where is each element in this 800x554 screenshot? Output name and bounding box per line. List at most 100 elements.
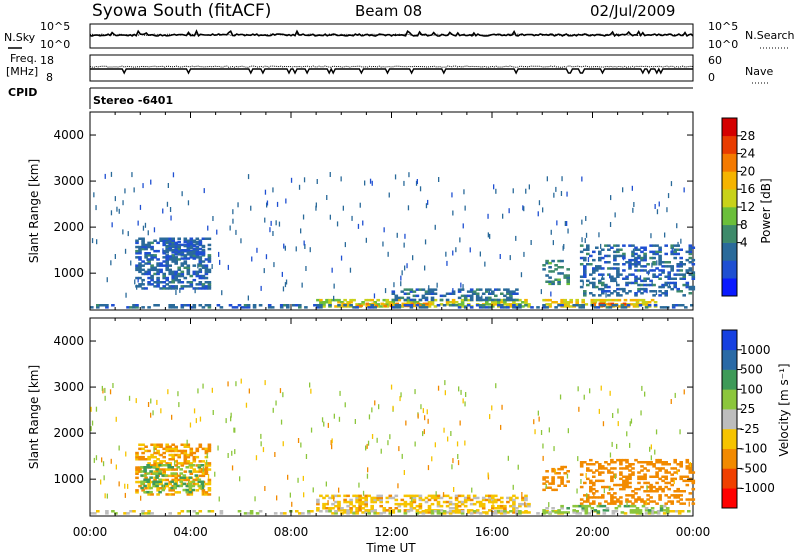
velocity-cell [337, 507, 341, 510]
power-cell [602, 298, 607, 302]
velocity-cell [333, 496, 335, 502]
velocity-cell [436, 504, 441, 508]
power-cell [389, 302, 394, 306]
power-cell [204, 268, 209, 272]
power-cell [138, 247, 142, 251]
power-cell [583, 273, 587, 276]
power-cell [168, 304, 172, 307]
power-cell [162, 281, 166, 284]
velocity-cell [207, 447, 212, 451]
velocity-cell [185, 466, 190, 469]
power-cell [425, 304, 430, 308]
velocity-cell [649, 475, 653, 478]
power-cell [634, 252, 638, 256]
velocity-cell [635, 507, 640, 510]
power-cell [365, 237, 367, 243]
power-cell [670, 244, 674, 247]
power-cell [463, 294, 468, 298]
power-cell [643, 279, 647, 283]
power-cell [651, 281, 653, 287]
power-cell [180, 281, 185, 284]
power-cell [201, 249, 206, 252]
velocity-cell [183, 449, 188, 453]
power-cell [625, 261, 629, 264]
velocity-cell [650, 507, 655, 510]
velocity-cell [424, 415, 426, 421]
velocity-cell [640, 465, 644, 468]
velocity-cell [500, 504, 504, 508]
velocity-cell [198, 474, 203, 478]
power-cell [105, 306, 109, 309]
power-cell [135, 252, 139, 255]
power-cell [560, 301, 564, 304]
power-cell [628, 290, 632, 293]
power-cell [171, 272, 175, 276]
x-tick-label: 00:00 [676, 525, 711, 539]
velocity-cell [427, 418, 429, 424]
velocity-cell [330, 440, 332, 446]
velocity-cell [488, 509, 492, 512]
power-cell [403, 292, 408, 295]
velocity-cell [430, 512, 435, 515]
velocity-cell [243, 512, 248, 515]
power-cell [186, 266, 191, 269]
power-cell [116, 206, 118, 212]
power-cell [601, 274, 604, 280]
power-cell [229, 225, 231, 231]
power-cell [658, 201, 660, 207]
velocity-cell [331, 438, 333, 444]
velocity-cell [361, 511, 365, 514]
power-cell [439, 303, 444, 306]
power-cell [491, 292, 495, 295]
velocity-cell [469, 502, 474, 506]
power-cell [421, 294, 426, 298]
velocity-cell [579, 463, 584, 466]
power-cell [171, 257, 175, 260]
velocity-cell [150, 443, 154, 446]
velocity-cell [331, 444, 333, 450]
power-cell [691, 273, 696, 276]
power-cell [598, 258, 602, 262]
power-cell [635, 303, 640, 306]
power-cell [186, 244, 191, 248]
site-title: Syowa South (fitACF) [92, 1, 271, 21]
power-cell [364, 180, 366, 186]
velocity-cell [478, 502, 483, 506]
power-cell [246, 304, 251, 307]
power-cell [368, 304, 372, 308]
power-cell [400, 281, 402, 287]
power-cell [658, 254, 662, 258]
power-cell [640, 269, 644, 272]
power-cell [451, 292, 456, 295]
velocity-cell [189, 453, 194, 457]
power-cell [406, 292, 411, 295]
power-cell [171, 244, 175, 248]
velocity-cell [331, 502, 335, 506]
power-cell [592, 285, 596, 289]
velocity-cell [179, 476, 183, 479]
power-cell [643, 265, 647, 268]
velocity-cell [420, 404, 422, 410]
velocity-cell [143, 470, 147, 473]
velocity-cell [613, 461, 617, 464]
velocity-cell [638, 509, 643, 512]
power-cell [156, 281, 160, 284]
power-cell [436, 282, 438, 288]
power-cell [688, 256, 693, 260]
velocity-cell [207, 487, 212, 490]
velocity-cell [583, 481, 587, 485]
velocity-cell [415, 509, 420, 512]
power-cell [488, 289, 491, 295]
power-cell [376, 305, 380, 308]
velocity-cell [115, 416, 117, 422]
power-cell [540, 289, 542, 295]
power-cell [635, 301, 640, 304]
velocity-cell [200, 485, 202, 491]
power-cell [463, 298, 468, 302]
velocity-cell [160, 408, 162, 414]
y-tick-label: 3000 [53, 380, 84, 394]
power-cell [548, 261, 552, 265]
cpid-label: CPID [8, 86, 37, 99]
power-cell [643, 252, 647, 256]
power-cell [357, 223, 360, 229]
